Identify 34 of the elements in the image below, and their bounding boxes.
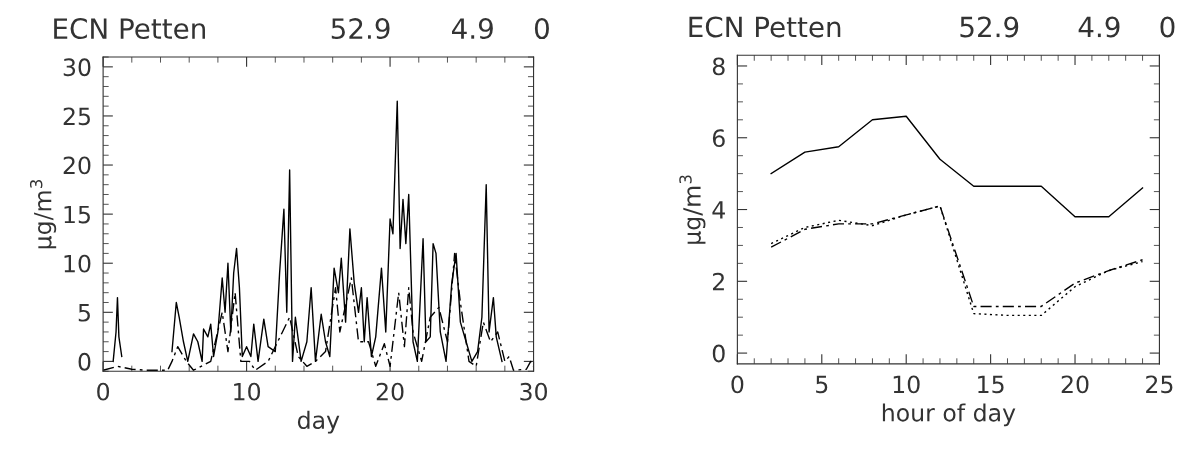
x-tick-label: 20 — [1061, 375, 1089, 394]
x-tick-label: 15 — [978, 375, 1004, 394]
x-tick-label: 25 — [1146, 375, 1173, 394]
x-tick-label: 0 — [97, 382, 110, 401]
y-tick-label: 20 — [63, 156, 91, 175]
y-tick-label: 0 — [712, 344, 725, 363]
x-tick-label: 20 — [376, 382, 404, 401]
chart-title: ECN Petten — [689, 16, 841, 38]
text: 4.9 — [1078, 16, 1120, 38]
chart-title: ECN Petten — [54, 18, 205, 40]
text: 0 — [534, 18, 549, 40]
text: 52.9 — [960, 16, 1019, 38]
x-tick-label: 10 — [893, 375, 920, 394]
x-axis-title: hour of day — [882, 403, 1016, 427]
x-axis-title: day — [297, 410, 340, 434]
x-tick-label: 30 — [520, 382, 548, 401]
y-tick-label: 25 — [63, 107, 90, 126]
y-tick-label: 4 — [712, 201, 725, 219]
text: 0 — [1160, 16, 1175, 38]
y-tick-label: 10 — [64, 254, 91, 273]
y-tick-label: 30 — [63, 58, 91, 77]
y-tick-label: 5 — [78, 304, 90, 322]
y-tick-label: 2 — [712, 272, 724, 291]
x-tick-label: 5 — [816, 375, 828, 394]
y-tick-label: 8 — [712, 57, 725, 76]
y-tick-label: 6 — [712, 129, 725, 148]
y-tick-label: 15 — [64, 205, 90, 224]
text: 52.9 — [331, 18, 390, 40]
y-axis-title: µg/m$^{3}$ — [29, 179, 57, 249]
x-tick-label: 10 — [234, 382, 261, 401]
y-tick-label: 0 — [78, 352, 91, 371]
x-tick-label: 0 — [731, 375, 744, 394]
y-axis-title: µg/m$^{3}$ — [679, 175, 706, 244]
text: 4.9 — [452, 18, 493, 40]
